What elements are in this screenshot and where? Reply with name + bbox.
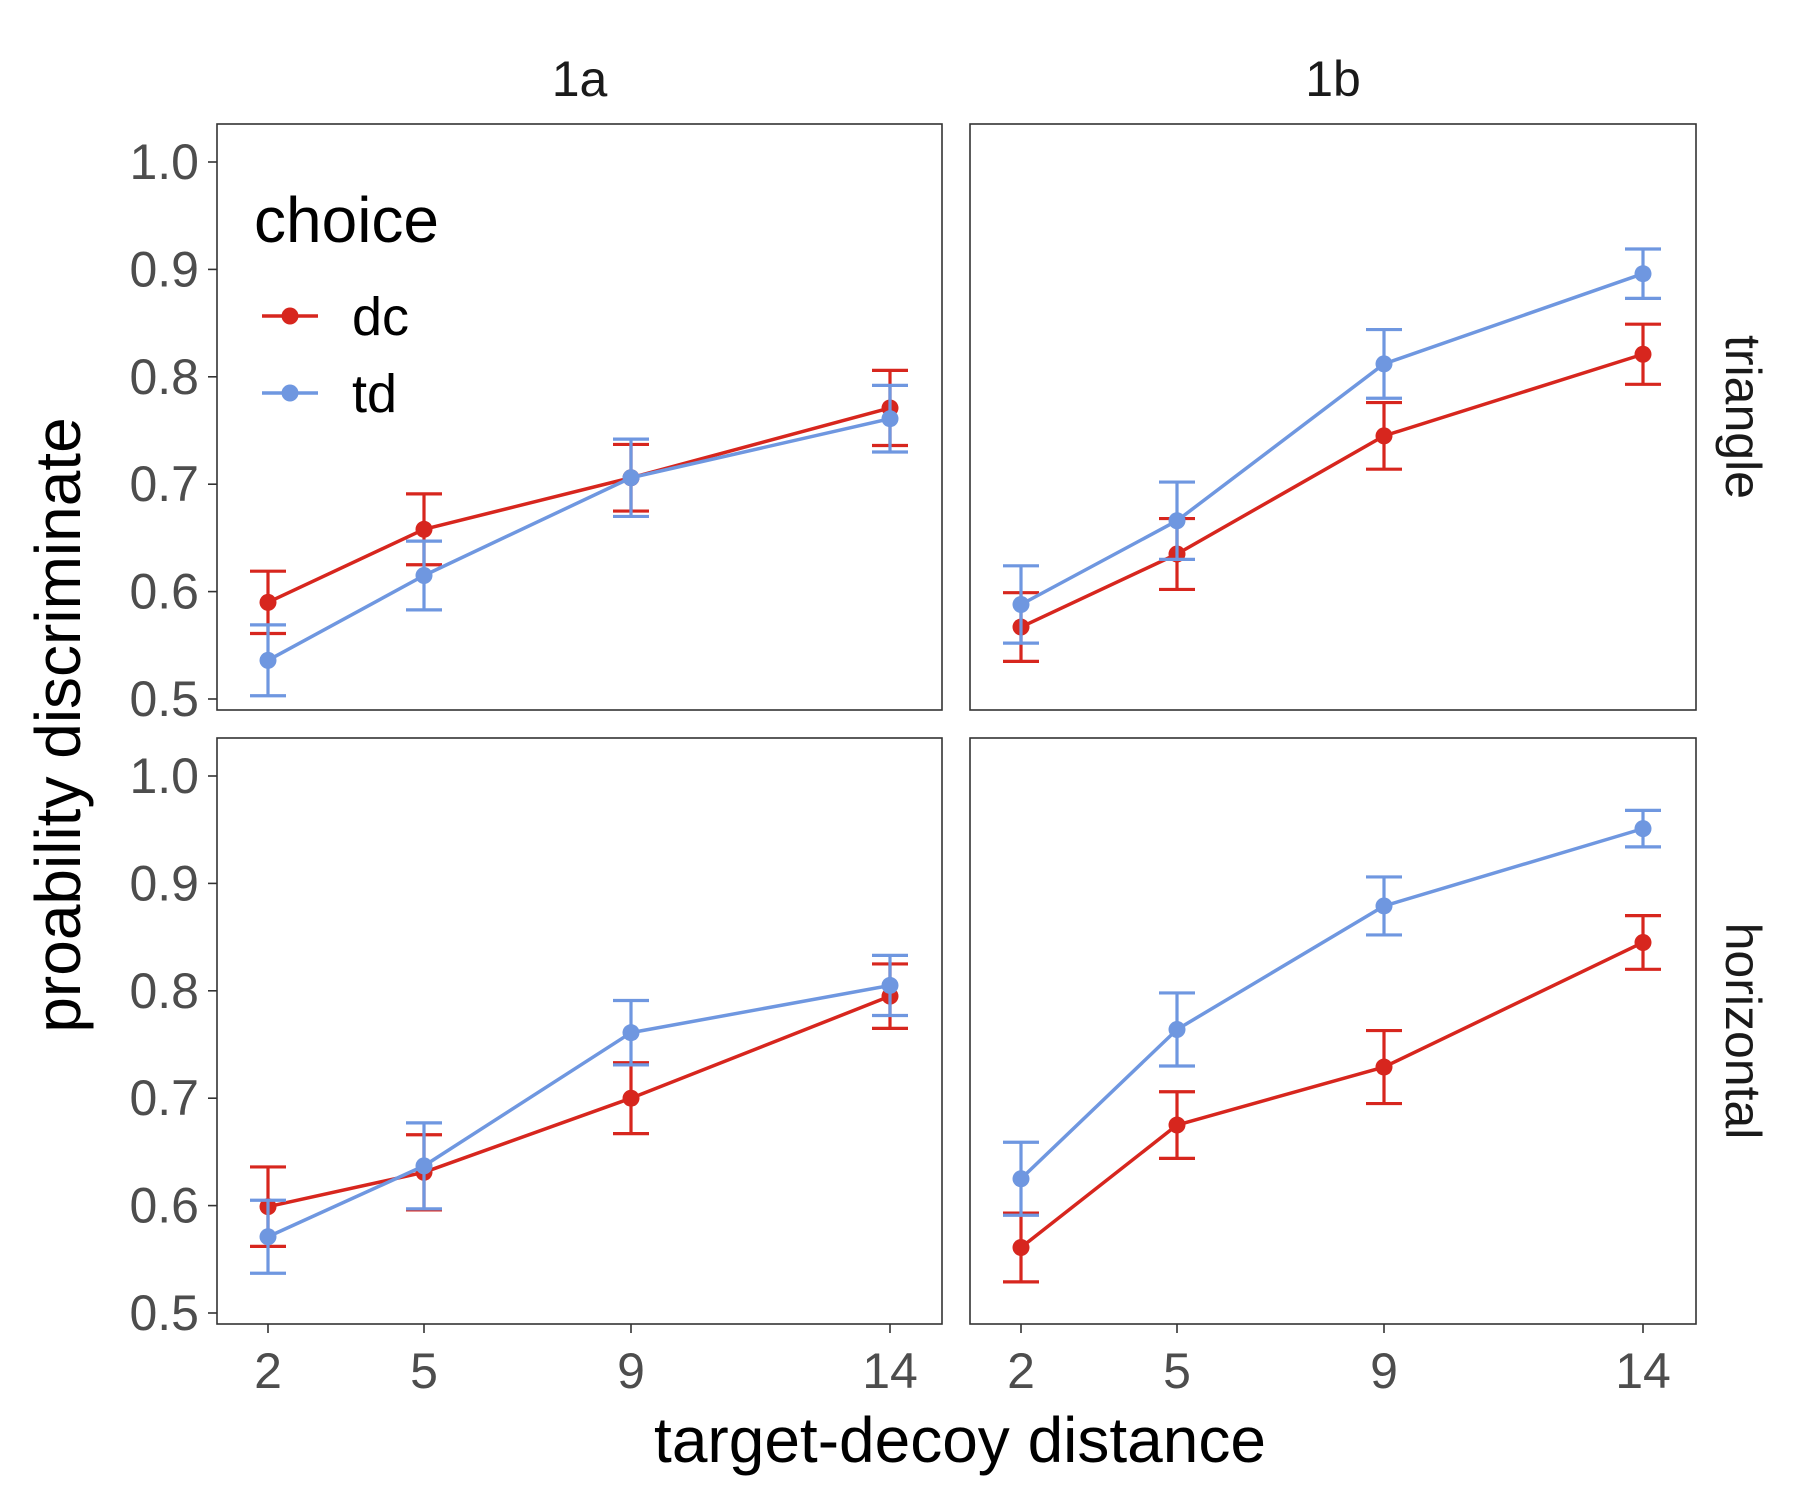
panel-1a-triangle <box>216 123 943 711</box>
data-point-dc <box>259 593 277 611</box>
x-axis-title: target-decoy distance <box>654 1404 1266 1476</box>
data-point-td <box>415 1157 433 1175</box>
y-tick-label: 1.0 <box>129 134 199 190</box>
data-point-td <box>881 410 899 428</box>
row-strip-label: triangle <box>1715 335 1771 499</box>
series-line-dc <box>1019 940 1644 1249</box>
panel-1b-triangle <box>969 123 1697 711</box>
series-td <box>250 953 908 1275</box>
legend-key-point <box>281 307 299 325</box>
data-point-dc <box>415 520 433 538</box>
legend-key-point <box>281 384 299 402</box>
data-point-td <box>1012 595 1030 613</box>
series-line-dc <box>1020 352 1644 629</box>
data-point-td <box>415 566 433 584</box>
data-point-dc <box>622 1089 640 1107</box>
series-dc <box>250 962 908 1249</box>
x-tick-label: 9 <box>1370 1343 1398 1399</box>
y-tick-label: 0.7 <box>129 1070 199 1126</box>
series-line-td <box>267 983 891 1239</box>
series-dc <box>1003 322 1661 664</box>
data-point-td <box>622 1024 640 1042</box>
data-point-td <box>1375 355 1393 373</box>
col-strip-label: 1b <box>1305 51 1361 107</box>
data-point-dc <box>1168 1116 1186 1134</box>
series-td <box>1003 808 1661 1217</box>
series-line-dc <box>267 406 891 604</box>
legend-entry-label: dc <box>352 287 409 347</box>
x-tick-label: 2 <box>1007 1343 1035 1399</box>
data-point-td <box>259 1228 277 1246</box>
col-strip-label: 1a <box>552 51 608 107</box>
data-point-dc <box>1375 1058 1393 1076</box>
x-tick-label: 9 <box>617 1343 645 1399</box>
panel-1b-horizontal <box>969 737 1697 1325</box>
y-axis-title: proability discriminate <box>22 417 94 1032</box>
panels-layer: 1a 1b triangle horizontal 0.5 0.6 0.7 0.8 0.9 1.0… <box>129 51 1771 1399</box>
data-point-dc <box>1634 345 1652 363</box>
panel-border <box>969 737 1697 1325</box>
data-point-td <box>1012 1170 1030 1188</box>
y-tick-label: 0.6 <box>129 564 199 620</box>
y-tick-label: 1.0 <box>129 748 199 804</box>
series-td <box>1003 247 1661 645</box>
data-point-td <box>259 651 277 669</box>
data-point-td <box>622 469 640 487</box>
data-point-dc <box>1375 427 1393 445</box>
series-line-dc <box>267 994 891 1209</box>
data-point-td <box>1634 820 1652 838</box>
y-tick-label: 0.6 <box>129 1178 199 1234</box>
panel-border <box>969 123 1697 711</box>
y-tick-label: 0.5 <box>129 671 199 727</box>
x-tick-label: 5 <box>1163 1343 1191 1399</box>
data-point-td <box>881 976 899 994</box>
panel-border <box>216 737 943 1325</box>
y-tick-label: 0.9 <box>129 241 199 297</box>
panel-border <box>216 123 943 711</box>
legend-title: choice <box>254 184 439 256</box>
x-tick-label: 14 <box>1615 1343 1671 1399</box>
data-point-dc <box>1012 1238 1030 1256</box>
y-tick-label: 0.5 <box>129 1285 199 1341</box>
legend-entry-label: td <box>352 364 397 424</box>
data-point-td <box>1634 265 1652 283</box>
y-tick-label: 0.7 <box>129 456 199 512</box>
x-tick-label: 14 <box>862 1343 918 1399</box>
series-line-td <box>1019 826 1644 1181</box>
series-td <box>250 383 908 698</box>
series-line-td <box>267 416 891 662</box>
data-point-td <box>1375 897 1393 915</box>
x-tick-label: 2 <box>254 1343 282 1399</box>
y-tick-label: 0.9 <box>129 855 199 911</box>
row-strip-label: horizontal <box>1715 923 1771 1140</box>
x-tick-label: 5 <box>410 1343 438 1399</box>
data-point-dc <box>1634 933 1652 951</box>
y-tick-label: 0.8 <box>129 349 199 405</box>
data-point-td <box>1168 1020 1186 1038</box>
data-point-td <box>1168 512 1186 530</box>
legend: choice dc td <box>254 184 439 424</box>
panel-1a-horizontal <box>216 737 943 1325</box>
series-dc <box>1003 914 1661 1284</box>
y-tick-label: 0.8 <box>129 963 199 1019</box>
series-line-td <box>1020 272 1644 607</box>
